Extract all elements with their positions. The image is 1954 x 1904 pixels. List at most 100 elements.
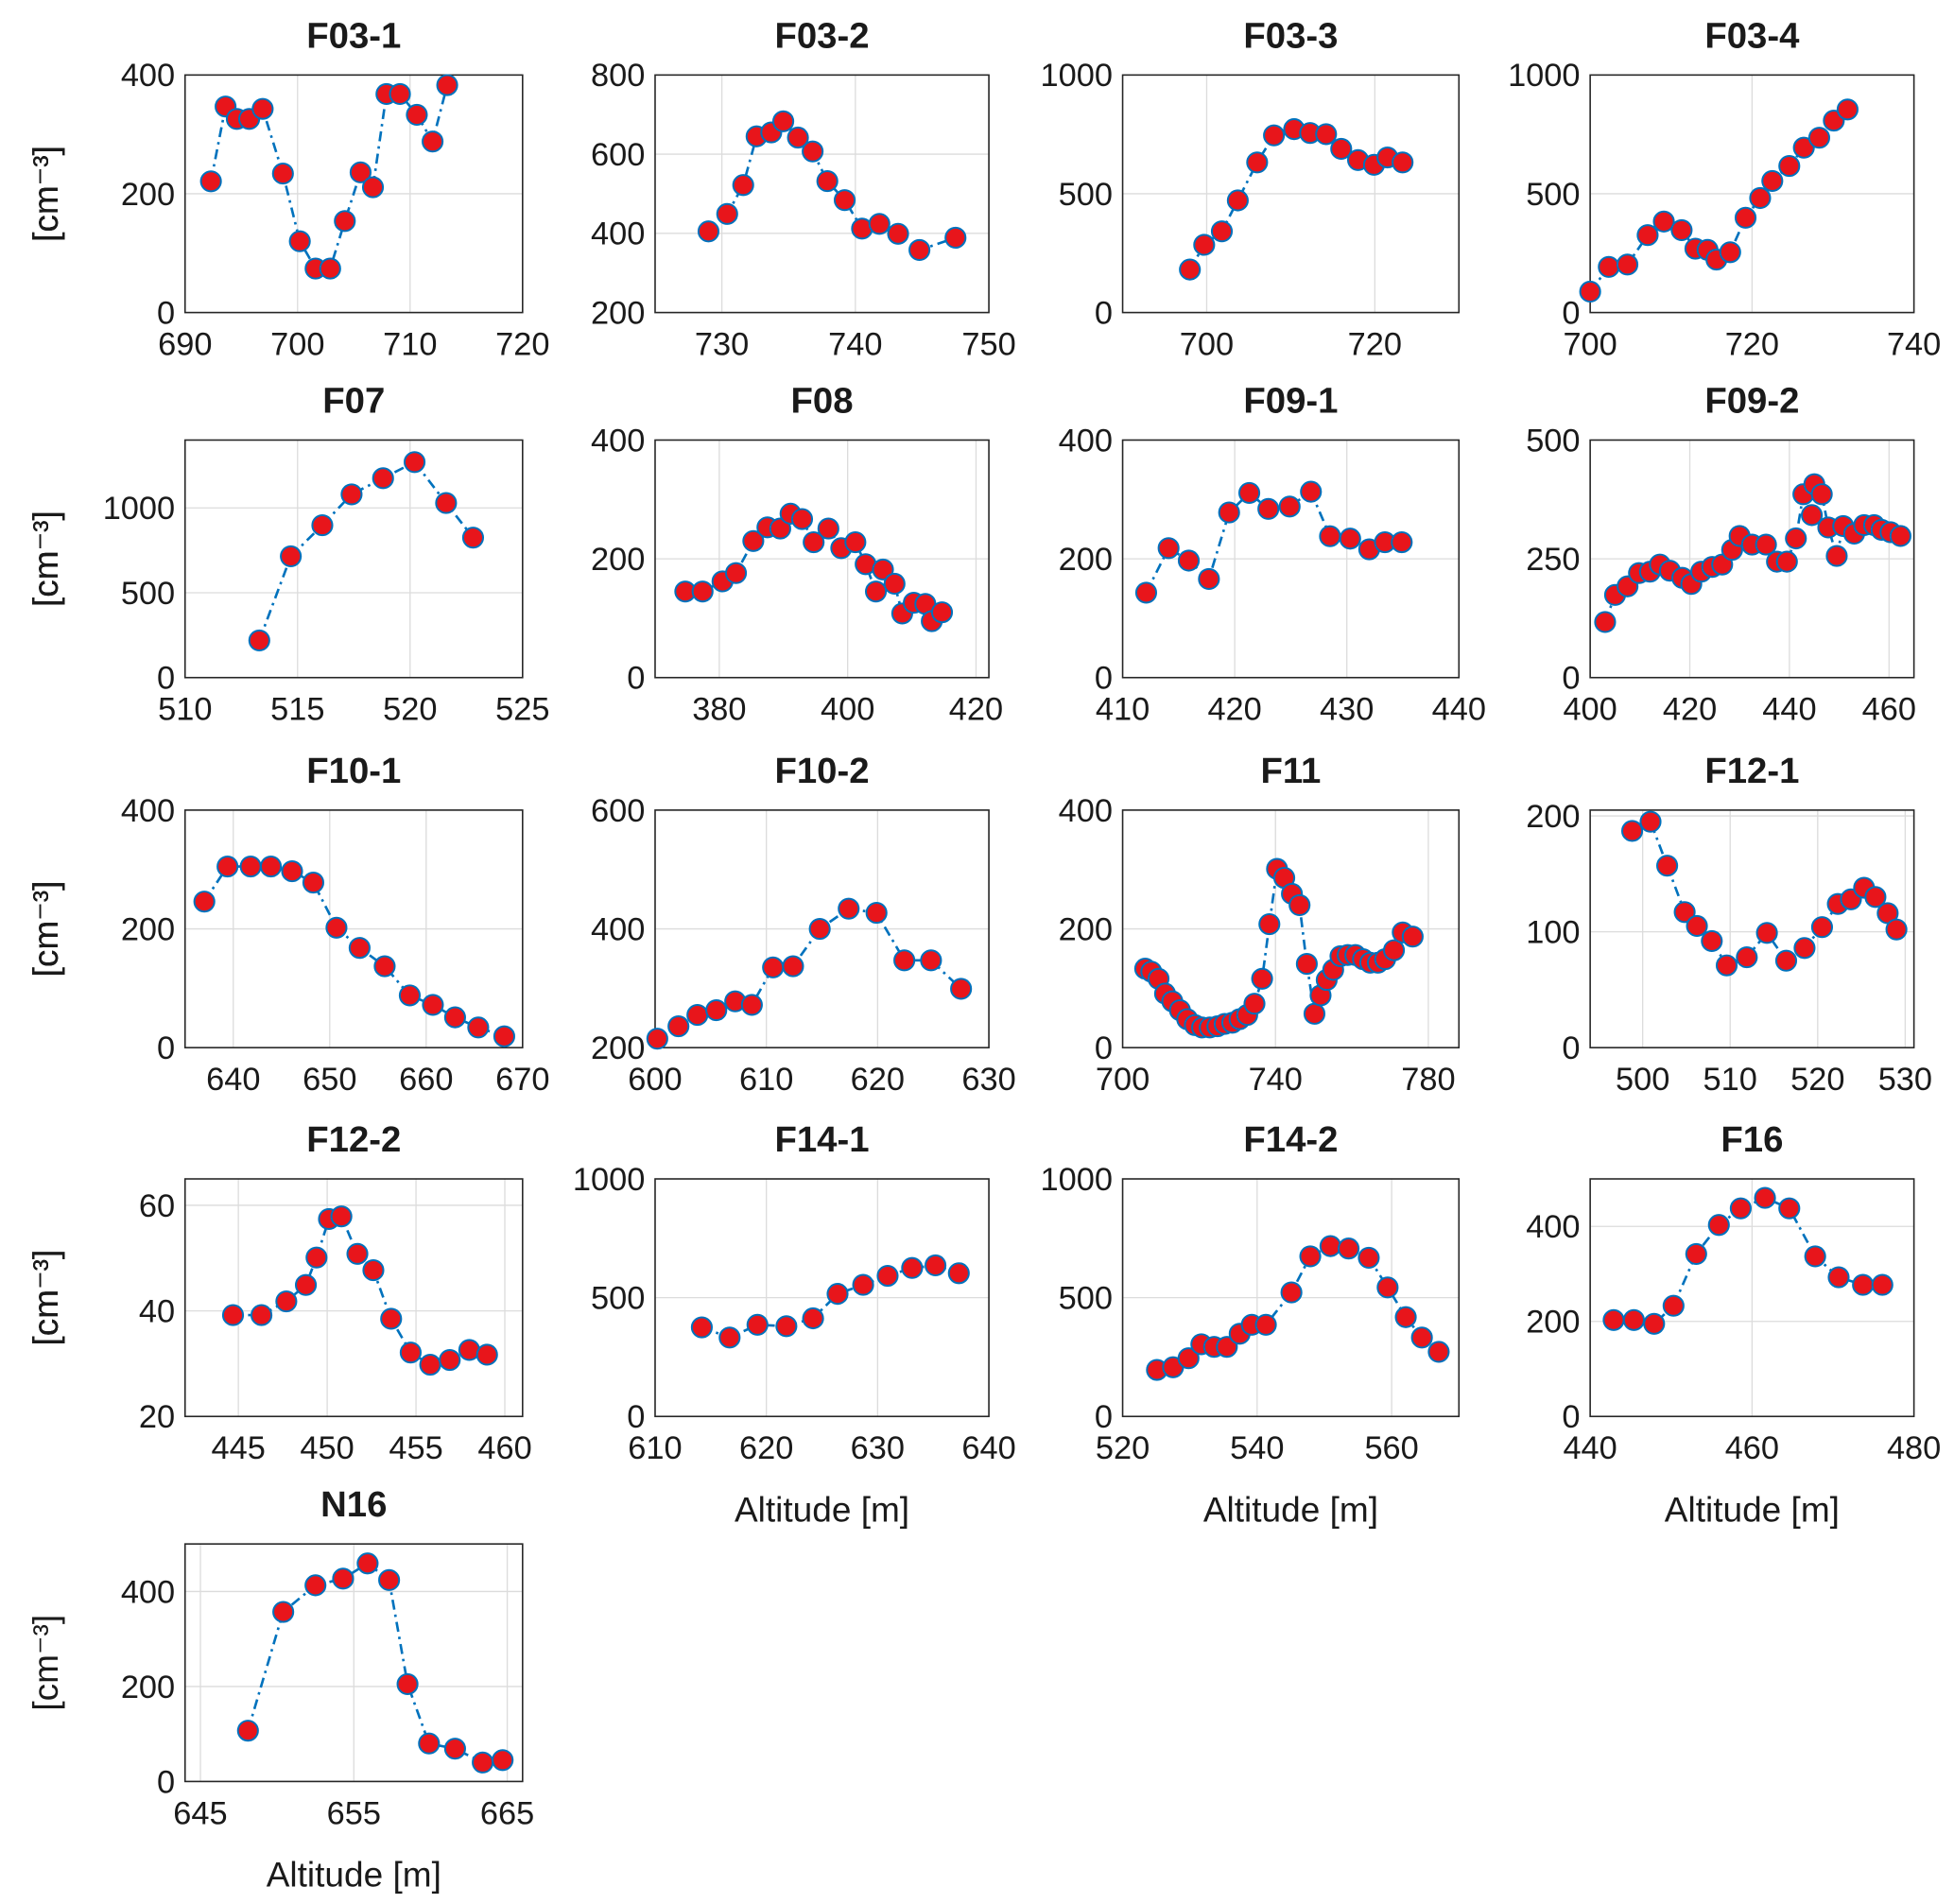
y-axis-label: [cm⁻³] <box>26 511 65 607</box>
data-point <box>372 467 394 490</box>
data-point <box>492 1749 514 1772</box>
x-tick-label: 640 <box>206 1062 260 1098</box>
y-tick-label: 0 <box>1562 1030 1580 1066</box>
data-point <box>1778 1197 1801 1220</box>
y-axis-label: [cm⁻³] <box>26 511 65 607</box>
data-point <box>236 1720 259 1742</box>
data-point <box>716 202 738 225</box>
data-point <box>782 955 804 978</box>
x-tick-label: 500 <box>1616 1062 1669 1098</box>
x-tick-label: 700 <box>1563 327 1617 363</box>
data-point <box>1288 893 1311 916</box>
data-point <box>1807 127 1831 149</box>
data-point <box>864 580 888 603</box>
data-point <box>1810 916 1834 939</box>
data-point <box>1319 525 1341 547</box>
y-axis-label: [cm⁻³] <box>26 146 65 242</box>
data-point <box>1391 530 1413 554</box>
data-point <box>259 856 283 878</box>
x-axis-label: Altitude [m] <box>267 1854 441 1894</box>
y-tick-label: 100 <box>1526 915 1580 951</box>
data-point <box>1792 136 1815 159</box>
data-point <box>1243 993 1266 1015</box>
plot-area <box>1590 809 1914 1048</box>
x-tick-label: 540 <box>1230 1430 1284 1466</box>
data-point <box>443 1006 466 1029</box>
data-point <box>775 1315 798 1338</box>
data-point <box>762 956 785 978</box>
y-axis-label: [cm⁻³] <box>26 511 65 607</box>
data-point <box>349 161 372 183</box>
data-point <box>1177 549 1201 572</box>
x-tick-label: 690 <box>158 327 212 363</box>
data-point <box>422 994 444 1016</box>
x-tick-label: 420 <box>949 692 1003 728</box>
data-point <box>838 897 860 920</box>
data-point <box>248 629 270 652</box>
data-point <box>435 492 458 514</box>
x-tick-label: 645 <box>173 1795 227 1831</box>
data-point <box>280 545 303 567</box>
chart-title: F09-1 <box>1243 380 1338 421</box>
x-tick-label: 700 <box>1096 1062 1150 1098</box>
data-point <box>348 937 371 960</box>
y-tick-label: 400 <box>591 911 645 947</box>
y-tick-label: 1000 <box>1508 58 1580 94</box>
data-point <box>389 82 411 106</box>
x-tick-label: 780 <box>1401 1062 1455 1098</box>
data-point <box>251 1304 273 1326</box>
data-point <box>439 1348 461 1372</box>
data-point <box>1237 481 1261 504</box>
data-point <box>732 174 754 197</box>
data-point <box>1251 967 1273 990</box>
x-tick-label: 460 <box>477 1430 531 1466</box>
data-point <box>493 1025 515 1047</box>
axes-box <box>183 1178 524 1418</box>
data-point <box>1280 1281 1303 1304</box>
y-tick-label: 400 <box>1059 423 1113 459</box>
chart-title: F09-2 <box>1704 380 1799 421</box>
data-point <box>769 517 791 540</box>
data-point <box>1685 1242 1707 1265</box>
x-tick-label: 445 <box>211 1430 265 1466</box>
x-tick-label: 515 <box>270 692 324 728</box>
y-tick-label: 500 <box>121 576 175 612</box>
data-point <box>1755 533 1777 556</box>
data-point <box>1734 206 1757 229</box>
y-tick-label: 200 <box>1526 799 1580 835</box>
data-point <box>924 1254 947 1277</box>
y-tick-label: 1000 <box>103 491 175 527</box>
data-point <box>472 1751 494 1774</box>
x-tick-label: 610 <box>739 1062 793 1098</box>
axes-box <box>183 1543 524 1783</box>
x-tick-label: 380 <box>692 692 746 728</box>
data-point <box>380 1307 403 1330</box>
chart-title: F08 <box>791 380 854 421</box>
data-point <box>1295 953 1318 976</box>
data-point <box>1382 939 1406 961</box>
x-axis-label: Altitude [m] <box>1203 1489 1378 1529</box>
data-point <box>1729 1197 1752 1220</box>
data-point <box>947 1262 970 1285</box>
data-point <box>1198 567 1220 591</box>
chart-title: F14-1 <box>774 1119 869 1160</box>
chart-title: F03-1 <box>306 15 401 56</box>
y-tick-label: 500 <box>1059 1281 1113 1317</box>
data-point <box>305 1246 328 1269</box>
data-point <box>1622 1308 1645 1331</box>
data-point <box>1810 483 1833 506</box>
x-tick-label: 460 <box>1725 1430 1779 1466</box>
y-tick-label: 400 <box>591 216 645 252</box>
data-point <box>340 483 363 506</box>
x-tick-label: 525 <box>495 692 549 728</box>
axes-box <box>654 74 990 314</box>
data-point <box>787 126 809 149</box>
chart-title: N16 <box>320 1484 387 1525</box>
x-tick-label: 740 <box>828 327 882 363</box>
y-tick-label: 200 <box>121 1670 175 1705</box>
y-axis-label: [cm⁻³] <box>26 1250 65 1346</box>
data-point <box>901 1256 924 1279</box>
y-tick-label: 400 <box>121 1574 175 1610</box>
plot-area <box>184 440 523 678</box>
x-axis-label: Altitude [m] <box>1665 1489 1840 1529</box>
